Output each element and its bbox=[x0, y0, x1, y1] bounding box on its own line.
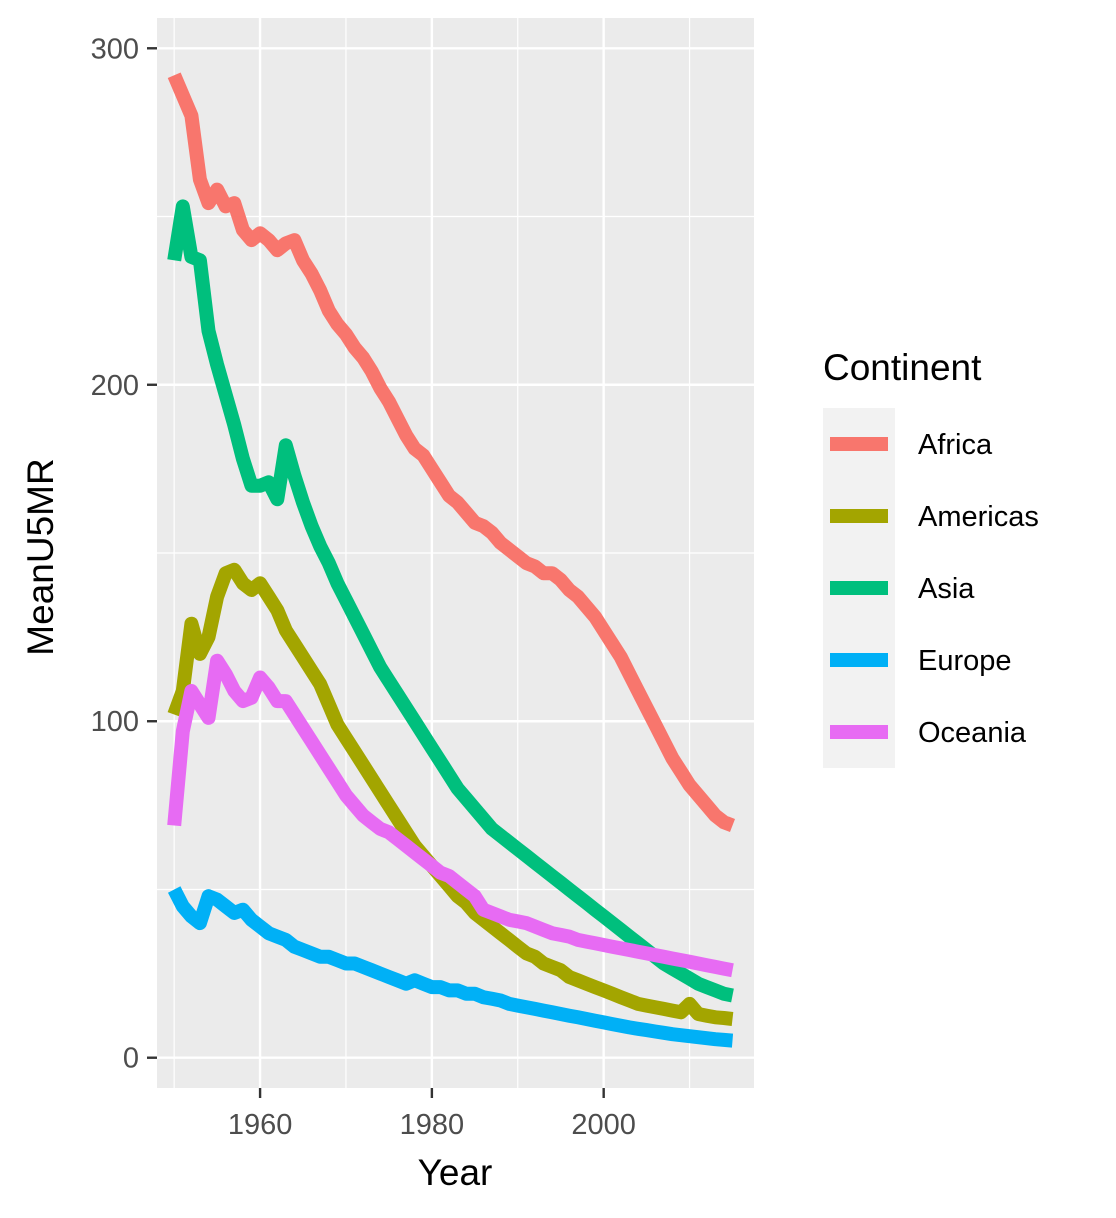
series-line-oceania bbox=[167, 653, 734, 978]
x-tick-label: 2000 bbox=[571, 1109, 636, 1141]
y-tick-label: 100 bbox=[91, 706, 139, 738]
y-tick-label: 300 bbox=[91, 33, 139, 65]
major-gridlines bbox=[157, 18, 754, 1088]
series-line-asia bbox=[167, 199, 734, 1003]
legend-label-americas: Americas bbox=[918, 501, 1039, 533]
legend: Continent Africa Americas Asia Europe Oceani… bbox=[823, 347, 1039, 768]
legend-label-oceania: Oceania bbox=[918, 717, 1027, 749]
series-line-americas bbox=[167, 562, 734, 1026]
legend-items: Africa Americas Asia Europe Oceania bbox=[830, 429, 1039, 749]
series-line-africa bbox=[167, 72, 736, 833]
y-tick-label: 0 bbox=[123, 1043, 139, 1075]
y-tick-label: 200 bbox=[91, 370, 139, 402]
y-axis: 0 100 200 300 bbox=[91, 33, 157, 1075]
legend-label-europe: Europe bbox=[918, 645, 1012, 677]
x-axis: 1960 1980 2000 bbox=[228, 1088, 636, 1141]
series-line-europe bbox=[167, 886, 734, 1048]
series-lines bbox=[167, 72, 736, 1048]
y-axis-title: MeanU5MR bbox=[20, 458, 61, 655]
x-tick-label: 1960 bbox=[228, 1109, 293, 1141]
legend-label-asia: Asia bbox=[918, 573, 975, 605]
x-tick-label: 1980 bbox=[400, 1109, 465, 1141]
legend-title: Continent bbox=[823, 347, 982, 388]
x-axis-title: Year bbox=[418, 1152, 493, 1193]
legend-label-africa: Africa bbox=[918, 429, 993, 461]
